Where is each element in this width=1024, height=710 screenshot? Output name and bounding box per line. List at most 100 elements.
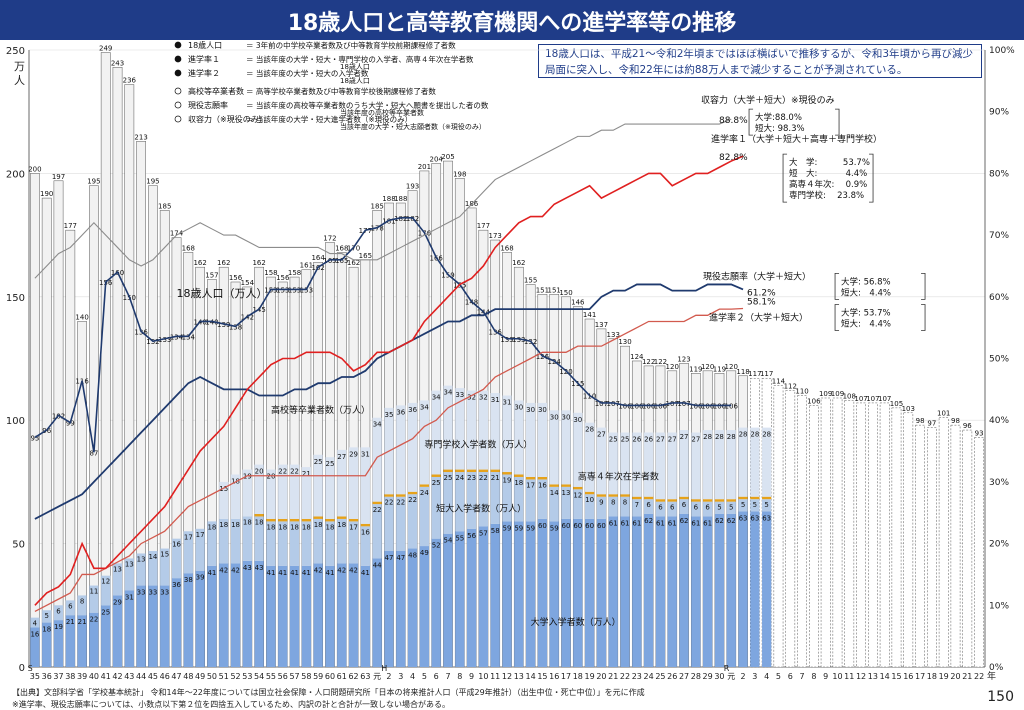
label-pop18: 162 bbox=[217, 259, 230, 267]
label-pop18: 98 bbox=[916, 417, 925, 425]
label-pop18: 174 bbox=[170, 230, 184, 238]
bar-university bbox=[314, 563, 323, 667]
annotation-genyaku-box: 大学: 56.8% bbox=[841, 276, 891, 287]
label-vocational: 27 bbox=[337, 453, 346, 461]
y-left-tick-label: 250 bbox=[6, 46, 25, 57]
x-tick-label: 56 bbox=[278, 672, 288, 681]
bar-vocational bbox=[502, 396, 511, 473]
x-tick-label: 19 bbox=[939, 672, 949, 681]
label-university: 62 bbox=[644, 517, 653, 525]
x-tick-label: 27 bbox=[679, 672, 689, 681]
x-tick-label: 5 bbox=[422, 672, 427, 681]
page-number: 150 bbox=[987, 689, 1014, 705]
label-graduates: 134 bbox=[182, 333, 196, 341]
bar-university bbox=[207, 566, 216, 667]
label-university: 61 bbox=[632, 519, 641, 527]
x-tick-label: 61 bbox=[337, 672, 347, 681]
bar-kosen bbox=[290, 519, 299, 521]
label-university: 61 bbox=[691, 519, 700, 527]
legend-marker bbox=[175, 56, 181, 62]
label-vocational: 33 bbox=[455, 391, 464, 399]
bar-vocational bbox=[538, 403, 547, 477]
x-tick-label: 43 bbox=[124, 672, 134, 681]
x-tick-label: 17 bbox=[915, 672, 925, 681]
label-pop18: 213 bbox=[134, 133, 147, 141]
annotation-rate2-box: 大学: 53.7% bbox=[841, 308, 891, 319]
label-pop18: 249 bbox=[99, 44, 112, 52]
annotation-capacity-box: 短大: 98.3% bbox=[755, 123, 805, 134]
x-tick-label: 51 bbox=[219, 672, 229, 681]
label-pop18: 201 bbox=[418, 163, 431, 171]
annotation-capacity-box-bracket bbox=[749, 109, 753, 135]
bar-pop18 bbox=[927, 428, 936, 667]
bar-vocational bbox=[514, 400, 523, 474]
label-university: 41 bbox=[302, 569, 311, 577]
label-junior-college: 6 bbox=[646, 501, 651, 509]
label-pop18: 188 bbox=[394, 195, 407, 203]
x-tick-label: 22 bbox=[974, 672, 984, 681]
y-right-tick-label: 30% bbox=[989, 478, 1009, 488]
label-vocational: 27 bbox=[597, 431, 606, 439]
annotation-rate1-box: 専門学校: 23.8% bbox=[789, 190, 864, 201]
label-university: 41 bbox=[278, 569, 287, 577]
label-pop18: 162 bbox=[193, 259, 206, 267]
bar-kosen bbox=[349, 519, 358, 521]
label-pop18: 190 bbox=[40, 190, 53, 198]
bar-kosen bbox=[762, 497, 771, 499]
bar-pop18 bbox=[951, 425, 960, 667]
label-junior-college: 18 bbox=[278, 523, 287, 531]
label-pop18: 155 bbox=[524, 276, 537, 284]
bar-vocational bbox=[396, 405, 405, 494]
x-tick-label: 46 bbox=[160, 672, 170, 681]
x-tick-label: 12 bbox=[856, 672, 866, 681]
label-junior-college: 15 bbox=[160, 551, 169, 559]
x-era-mark: H bbox=[381, 664, 387, 673]
bar-pop18 bbox=[880, 403, 889, 667]
x-era-mark: R bbox=[724, 664, 730, 673]
label-university: 59 bbox=[514, 524, 523, 532]
bar-kosen bbox=[443, 470, 452, 472]
bar-university bbox=[479, 526, 488, 667]
x-tick-label: 52 bbox=[230, 672, 240, 681]
label-university: 21 bbox=[78, 618, 87, 626]
label-university: 63 bbox=[750, 515, 759, 523]
bar-kosen bbox=[467, 470, 476, 472]
x-tick-label: 13 bbox=[514, 672, 524, 681]
legend-name: 高校等卒業者数 bbox=[188, 86, 244, 96]
label-junior-college: 13 bbox=[562, 489, 571, 497]
legend-desc-denominator: 当該年度の大学・短大志願者数（※現役のみ） bbox=[340, 122, 486, 131]
y-left-unit: 人 bbox=[14, 74, 25, 87]
label-pop18: 173 bbox=[489, 232, 502, 240]
bar-university bbox=[172, 578, 181, 667]
bar-university bbox=[184, 573, 193, 667]
label-vocational: 20 bbox=[255, 468, 264, 476]
bar-university bbox=[526, 521, 535, 667]
annotation-rate1-box: 大 学: 53.7% bbox=[789, 157, 870, 168]
bar-university bbox=[384, 551, 393, 667]
bar-university bbox=[644, 514, 653, 667]
bar-pop18 bbox=[833, 398, 842, 667]
label-university: 59 bbox=[503, 524, 512, 532]
label-junior-college: 6 bbox=[68, 602, 73, 610]
label-junior-college: 8 bbox=[611, 499, 615, 507]
bar-kosen bbox=[384, 494, 393, 496]
legend-name: 進学率１ bbox=[188, 54, 220, 64]
label-pop18: 96 bbox=[963, 422, 972, 430]
x-tick-label: 3 bbox=[752, 672, 757, 681]
x-tick-label: 40 bbox=[89, 672, 99, 681]
label-university: 41 bbox=[326, 569, 335, 577]
legend-marker bbox=[175, 102, 181, 108]
x-tick-label: 47 bbox=[171, 672, 181, 681]
bar-pop18 bbox=[915, 425, 924, 667]
label-vocational: 31 bbox=[361, 450, 370, 458]
bar-university bbox=[231, 563, 240, 667]
bar-university bbox=[432, 539, 441, 667]
bar-university bbox=[679, 514, 688, 667]
label-junior-college: 25 bbox=[432, 479, 441, 487]
label-pop18: 123 bbox=[677, 355, 690, 363]
label-junior-college: 19 bbox=[503, 476, 512, 484]
bar-kosen bbox=[561, 484, 570, 486]
annotation-capacity-value: 88.8% bbox=[719, 116, 748, 126]
bar-kosen bbox=[502, 472, 511, 474]
label-pop18: 103 bbox=[902, 405, 915, 413]
